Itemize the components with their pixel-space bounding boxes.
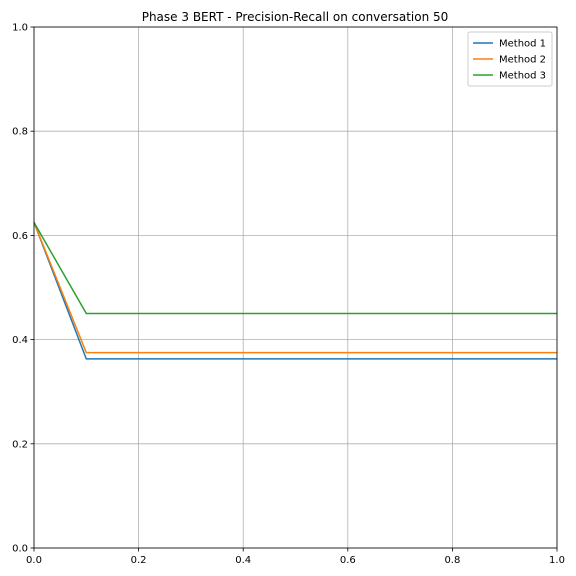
series-line-3 [33, 222, 557, 315]
x-tick-label: 1.0 [549, 555, 565, 566]
legend: Method 1 Method 2 Method 3 [467, 31, 553, 87]
legend-label: Method 2 [499, 55, 546, 66]
y-tick-label: 0.0 [12, 544, 28, 555]
x-axis-ticks: 0.0 0.2 0.4 0.6 0.8 1.0 [26, 548, 565, 566]
x-tick-label: 0.4 [235, 555, 251, 566]
series-line-1 [33, 222, 557, 360]
y-tick-label: 0.6 [12, 231, 28, 242]
y-axis-ticks: 0.0 0.2 0.4 0.6 0.8 1.0 [12, 23, 34, 555]
y-tick-label: 0.8 [12, 127, 28, 138]
y-tick-label: 0.4 [12, 335, 28, 346]
y-tick-label: 0.2 [12, 439, 28, 450]
plot-frame [33, 26, 558, 549]
chart-title: Phase 3 BERT - Precision-Recall on conve… [142, 10, 449, 24]
x-tick-label: 0.2 [131, 555, 147, 566]
y-tick-label: 1.0 [12, 23, 28, 34]
x-tick-label: 0.6 [340, 555, 356, 566]
grid-lines [33, 26, 558, 549]
legend-box [467, 31, 553, 87]
series-line-2 [33, 222, 557, 354]
x-tick-label: 0.0 [26, 555, 42, 566]
x-tick-label: 0.8 [444, 555, 460, 566]
series-lines [33, 222, 557, 360]
legend-label: Method 3 [499, 71, 546, 82]
legend-label: Method 1 [499, 39, 546, 50]
